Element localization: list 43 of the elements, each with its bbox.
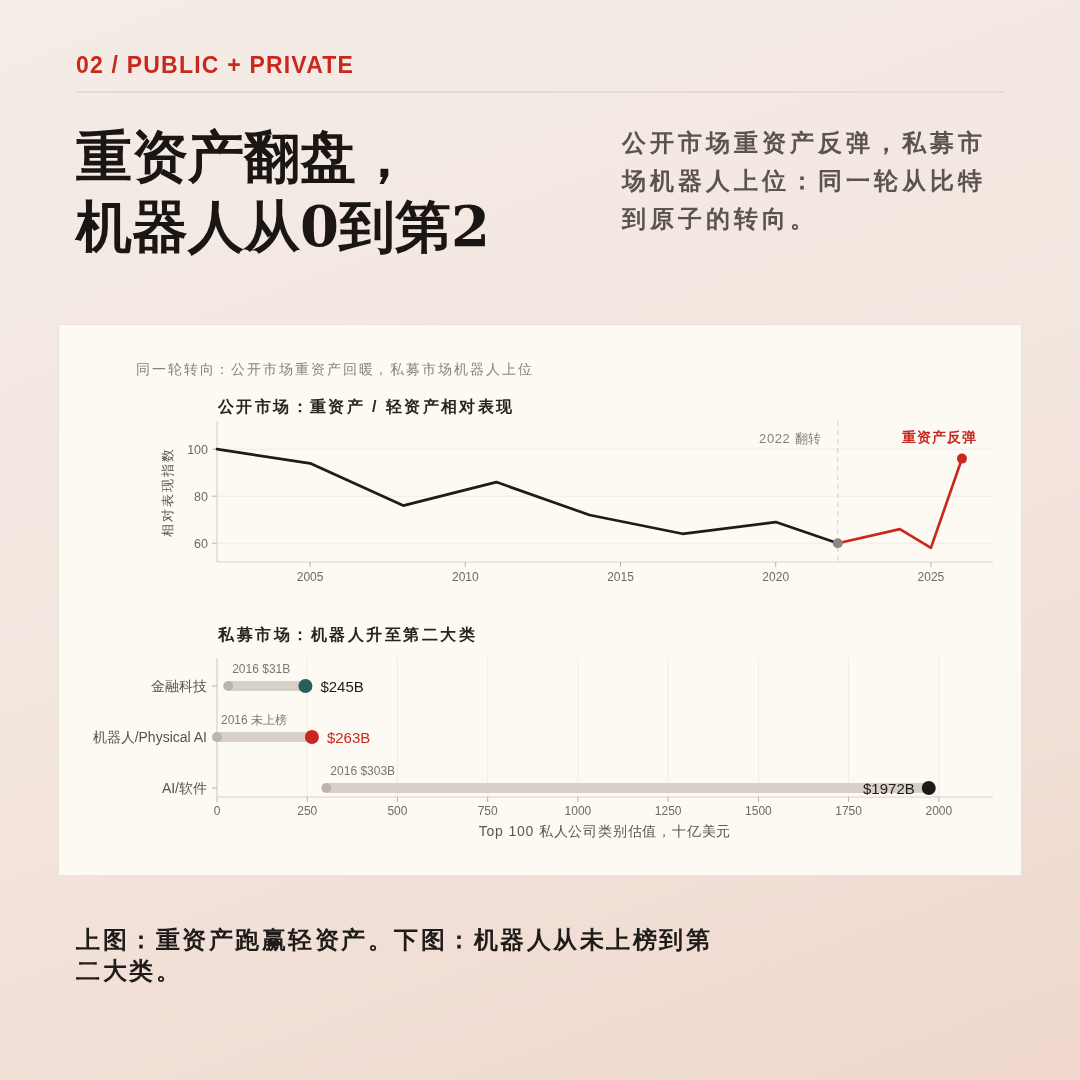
point xyxy=(304,730,319,744)
text: 02 / PUBLIC + PRIVATE xyxy=(76,52,355,78)
x-tick-label: 2020 xyxy=(762,570,790,584)
x-tick-label: 750 xyxy=(477,804,499,818)
y-tick-label: 机器人/Physical AI xyxy=(92,729,207,745)
data-label: 2016 $31B xyxy=(232,662,291,676)
data-label: $245B xyxy=(320,677,364,695)
x-tick-label: 2025 xyxy=(917,570,945,584)
y-axis-title: 相对表现指数 xyxy=(160,446,175,537)
x-tick-label: 2005 xyxy=(296,570,324,584)
x-tick-label: 1500 xyxy=(745,804,773,818)
annotation: 2016 未上榜 xyxy=(221,713,288,727)
y-tick-label: 80 xyxy=(194,489,209,504)
ref-line-label: 2022 翻转 xyxy=(759,431,822,446)
point xyxy=(298,679,313,693)
x-tick-label: 2010 xyxy=(451,570,479,584)
text: 上图：重资产跑赢轻资产。下图：机器人从未上榜到第二大类。 xyxy=(75,926,712,984)
point xyxy=(321,783,332,793)
chart-title: 公开市场：重资产 / 轻资产相对表现 xyxy=(217,398,515,415)
x-tick-label: 500 xyxy=(387,804,408,818)
point xyxy=(223,681,234,691)
x-tick-label: 2000 xyxy=(925,804,953,818)
x-tick-label: 1250 xyxy=(654,804,682,818)
x-tick-label: 0 xyxy=(213,804,221,818)
y-tick-label: 60 xyxy=(194,536,209,551)
text: 同一轮转向：公开市场重资产回暖，私募市场机器人上位 xyxy=(136,361,534,377)
x-tick-label: 1750 xyxy=(835,804,863,818)
y-tick-label: 100 xyxy=(187,442,209,457)
y-tick-label: AI/软件 xyxy=(161,780,207,796)
data-label: $1972B xyxy=(863,779,915,797)
point xyxy=(921,781,936,795)
data-label: $263B xyxy=(326,728,371,746)
x-tick-label: 2015 xyxy=(607,570,635,584)
x-tick-label: 1000 xyxy=(564,804,592,818)
text: 重资产翻盘，机器人从0到第2 xyxy=(74,123,490,259)
x-axis-title: Top 100 私人公司类别估值，十亿美元 xyxy=(478,823,732,839)
chart-title: 私募市场：机器人升至第二大类 xyxy=(217,626,477,643)
point xyxy=(212,732,222,742)
text: 公开市场重资产反弹，私募市场机器人上位：同一轮从比特到原子的转向。 xyxy=(620,129,986,232)
series-label: 重资产反弹 xyxy=(900,428,977,445)
x-tick-label: 250 xyxy=(297,804,318,818)
y-tick-label: 金融科技 xyxy=(151,678,207,694)
data-label: 2016 $303B xyxy=(330,764,396,778)
